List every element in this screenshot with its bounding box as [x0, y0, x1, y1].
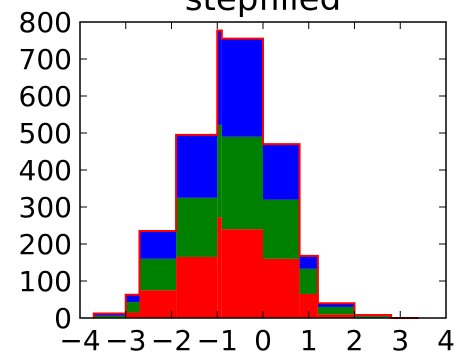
y-tick-label-7: 700	[19, 43, 72, 76]
bar-series-0-bin-8	[317, 314, 355, 318]
bar-series-1-bin-3	[176, 197, 218, 257]
x-tick-label-4: 0	[254, 324, 272, 355]
bar-series-1-bin-6	[263, 199, 300, 259]
y-tick-labels: 0 100 200 300 400 500 600 700 800	[19, 6, 72, 335]
bar-series-0-bin-2	[139, 290, 177, 318]
chart-title: stepfilled	[185, 0, 341, 19]
y-tick-label-2: 200	[19, 228, 72, 261]
y-tick-label-3: 300	[19, 191, 72, 224]
bar-series-0-bin-3	[176, 256, 218, 318]
bar-series-0-bin-1	[125, 312, 140, 318]
axis-ticks	[79, 21, 447, 319]
bar-series-1-bin-0	[93, 315, 126, 318]
bar-series-1-bin-4	[217, 124, 222, 218]
bar-series-0-bin-5	[221, 229, 263, 318]
x-tick-label-8: 4	[437, 324, 455, 355]
bar-series-2-bin-4	[217, 30, 222, 125]
bar-series-1-bin-7	[299, 268, 318, 294]
bar-series-0-bin-4	[217, 217, 222, 318]
y-tick-label-0: 0	[54, 302, 72, 335]
x-tick-labels: −4 −3 −2 −1 0 1 2 3 4	[59, 324, 455, 355]
x-tick-label-0: −4	[59, 324, 100, 355]
x-tick-label-3: −1	[197, 324, 238, 355]
bar-series-2-bin-3	[176, 134, 218, 198]
bar-series-1-bin-5	[221, 136, 263, 230]
bar-series-2-bin-5	[221, 38, 263, 137]
bar-series-1-bin-2	[139, 258, 177, 291]
histogram-bars	[93, 30, 392, 318]
x-tick-label-6: 2	[346, 324, 364, 355]
bar-series-2-bin-7	[299, 255, 318, 269]
bar-series-0-bin-6	[263, 258, 300, 318]
bar-series-2-bin-1	[125, 294, 140, 303]
y-tick-label-1: 100	[19, 265, 72, 298]
bar-series-2-bin-6	[263, 144, 300, 200]
bar-series-1-bin-1	[125, 302, 140, 313]
y-tick-label-4: 400	[19, 154, 72, 187]
x-tick-label-7: 3	[391, 324, 409, 355]
bar-series-2-bin-0	[93, 313, 126, 316]
stack-outline	[92, 29, 419, 319]
y-tick-label-6: 600	[19, 80, 72, 113]
y-tick-label-8: 800	[19, 6, 72, 39]
x-tick-label-1: −3	[105, 324, 146, 355]
histogram-outline	[92, 29, 419, 319]
x-tick-label-2: −2	[151, 324, 192, 355]
bar-series-2-bin-8	[317, 303, 355, 307]
bar-series-1-bin-8	[317, 306, 355, 315]
y-tick-label-5: 500	[19, 117, 72, 150]
x-tick-label-5: 1	[300, 324, 318, 355]
bar-series-0-bin-7	[299, 293, 318, 318]
bar-series-1-bin-9	[354, 316, 392, 318]
bar-series-2-bin-2	[139, 231, 177, 259]
